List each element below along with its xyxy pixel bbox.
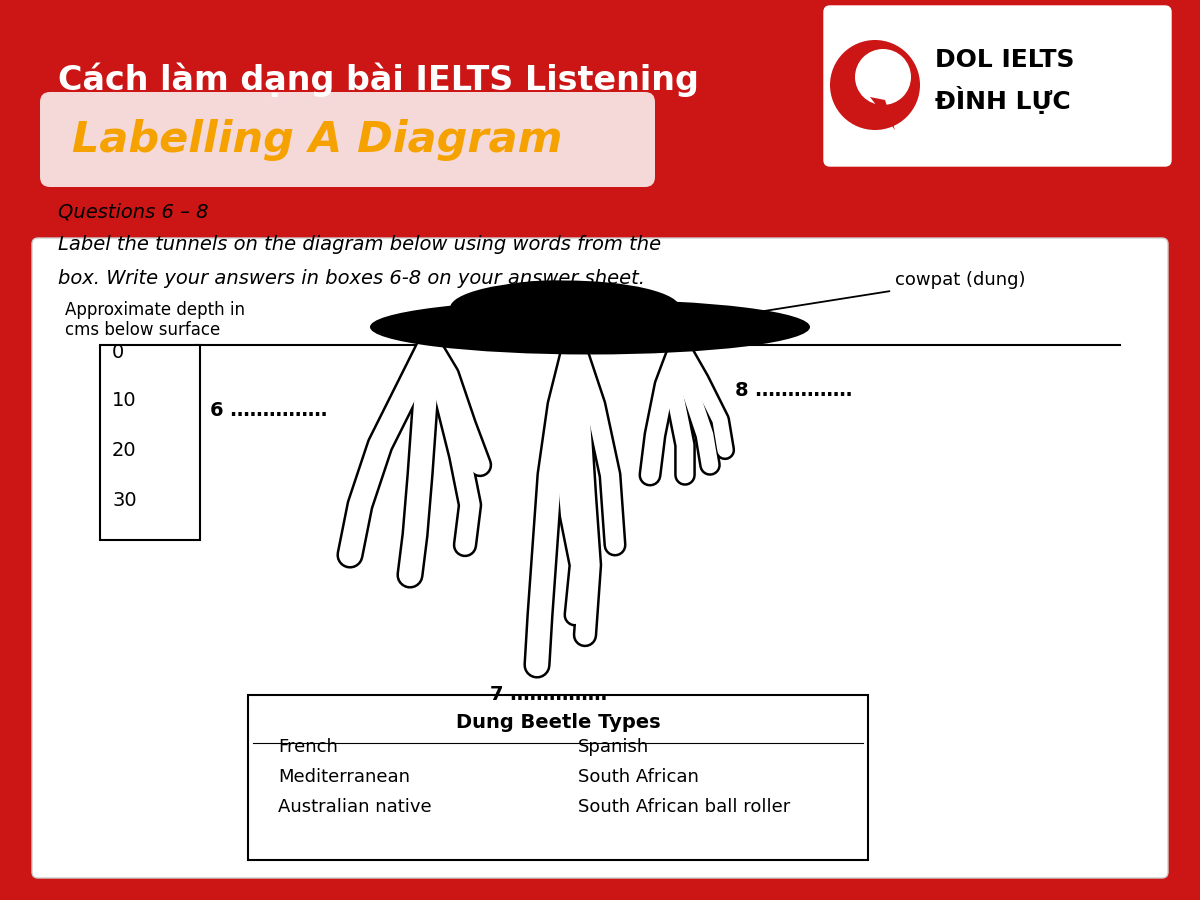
Text: 7 ……………: 7 …………… bbox=[490, 686, 607, 705]
FancyBboxPatch shape bbox=[40, 92, 655, 187]
Bar bbox=[100, 345, 200, 540]
Text: 8 ……………: 8 …………… bbox=[734, 381, 852, 400]
Text: cowpat (dung): cowpat (dung) bbox=[722, 271, 1026, 318]
Ellipse shape bbox=[485, 281, 616, 316]
Text: Questions 6 – 8: Questions 6 – 8 bbox=[58, 202, 209, 221]
Text: Mediterranean: Mediterranean bbox=[278, 768, 410, 786]
Ellipse shape bbox=[450, 281, 680, 336]
Text: 20: 20 bbox=[112, 442, 137, 461]
Text: 30: 30 bbox=[112, 491, 137, 510]
Ellipse shape bbox=[370, 300, 810, 355]
Text: Label the tunnels on the diagram below using words from the: Label the tunnels on the diagram below u… bbox=[58, 236, 661, 255]
FancyBboxPatch shape bbox=[824, 6, 1171, 166]
Text: Approximate depth in: Approximate depth in bbox=[65, 301, 245, 319]
Polygon shape bbox=[870, 97, 895, 130]
Text: cms below surface: cms below surface bbox=[65, 321, 221, 339]
Circle shape bbox=[830, 40, 920, 130]
Text: box. Write your answers in boxes 6-8 on your answer sheet.: box. Write your answers in boxes 6-8 on … bbox=[58, 268, 646, 287]
Text: ĐÌNH LỰC: ĐÌNH LỰC bbox=[935, 86, 1070, 114]
Text: 0: 0 bbox=[112, 343, 125, 362]
Circle shape bbox=[854, 49, 911, 105]
Text: Australian native: Australian native bbox=[278, 798, 432, 816]
Text: Labelling A Diagram: Labelling A Diagram bbox=[72, 119, 563, 161]
Text: Spanish: Spanish bbox=[578, 738, 649, 756]
Text: Dung Beetle Types: Dung Beetle Types bbox=[456, 714, 660, 733]
Text: French: French bbox=[278, 738, 338, 756]
Text: DOL IELTS: DOL IELTS bbox=[935, 48, 1074, 72]
Text: South African: South African bbox=[578, 768, 698, 786]
Bar bbox=[248, 695, 868, 860]
Text: South African ball roller: South African ball roller bbox=[578, 798, 791, 816]
FancyBboxPatch shape bbox=[32, 238, 1168, 878]
Text: 10: 10 bbox=[112, 392, 137, 410]
Text: 6 ……………: 6 …………… bbox=[210, 400, 328, 419]
Text: Cách làm dạng bài IELTS Listening: Cách làm dạng bài IELTS Listening bbox=[58, 63, 698, 97]
